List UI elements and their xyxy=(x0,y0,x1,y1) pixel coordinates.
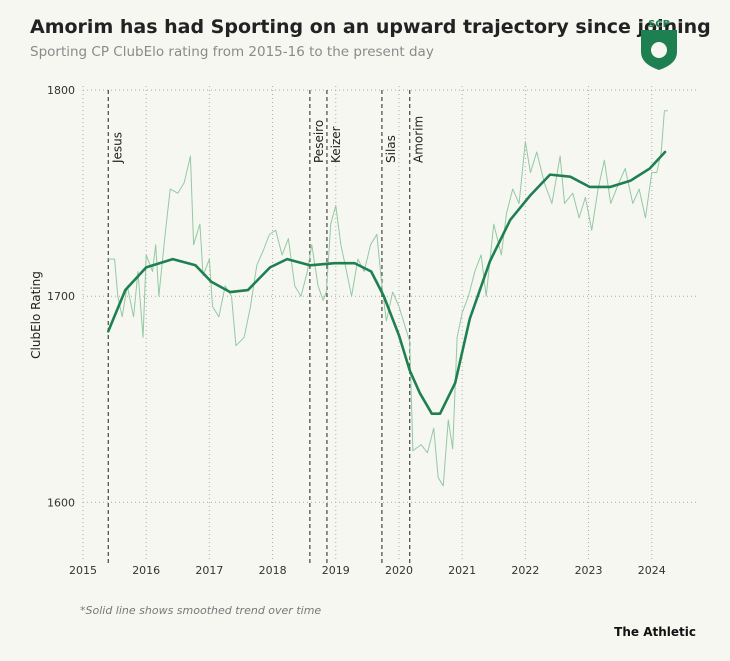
y-tick-label: 1600 xyxy=(47,496,75,509)
x-tick-label: 2020 xyxy=(385,564,413,577)
club-logo: SCP xyxy=(641,19,677,70)
y-tick-label: 1700 xyxy=(47,290,75,303)
series-line xyxy=(107,110,669,487)
x-tick-label: 2023 xyxy=(575,564,603,577)
x-tick-label: 2016 xyxy=(132,564,160,577)
manager-label: Peseiro xyxy=(312,120,326,163)
y-tick-label: 1800 xyxy=(47,84,75,97)
y-axis-label: ClubElo Rating xyxy=(29,271,43,359)
plot-area: 1600 1700 1800 2015 2016 2017 2018 2019 2020 2021… xyxy=(47,84,696,577)
x-tick-label: 2022 xyxy=(511,564,539,577)
x-tick-label: 2018 xyxy=(259,564,287,577)
chart-title: Amorim has had Sporting on an upward tra… xyxy=(30,16,711,38)
logo-ring xyxy=(651,42,667,58)
x-tick-label: 2015 xyxy=(69,564,97,577)
x-tick-label: 2019 xyxy=(322,564,350,577)
manager-label: Amorim xyxy=(412,116,426,163)
manager-label: Silas xyxy=(384,135,398,163)
x-tick-label: 2024 xyxy=(638,564,666,577)
manager-label: Jesus xyxy=(110,132,124,164)
series-line xyxy=(106,150,667,415)
logo-text: SCP xyxy=(648,19,670,30)
source-brand: The Athletic xyxy=(614,625,696,639)
x-tick-label: 2017 xyxy=(195,564,223,577)
chart-subtitle: Sporting CP ClubElo rating from 2015-16 … xyxy=(30,44,434,60)
manager-label: Keizer xyxy=(329,126,343,163)
footnote: *Solid line shows smoothed trend over ti… xyxy=(80,604,321,617)
x-tick-label: 2021 xyxy=(448,564,476,577)
